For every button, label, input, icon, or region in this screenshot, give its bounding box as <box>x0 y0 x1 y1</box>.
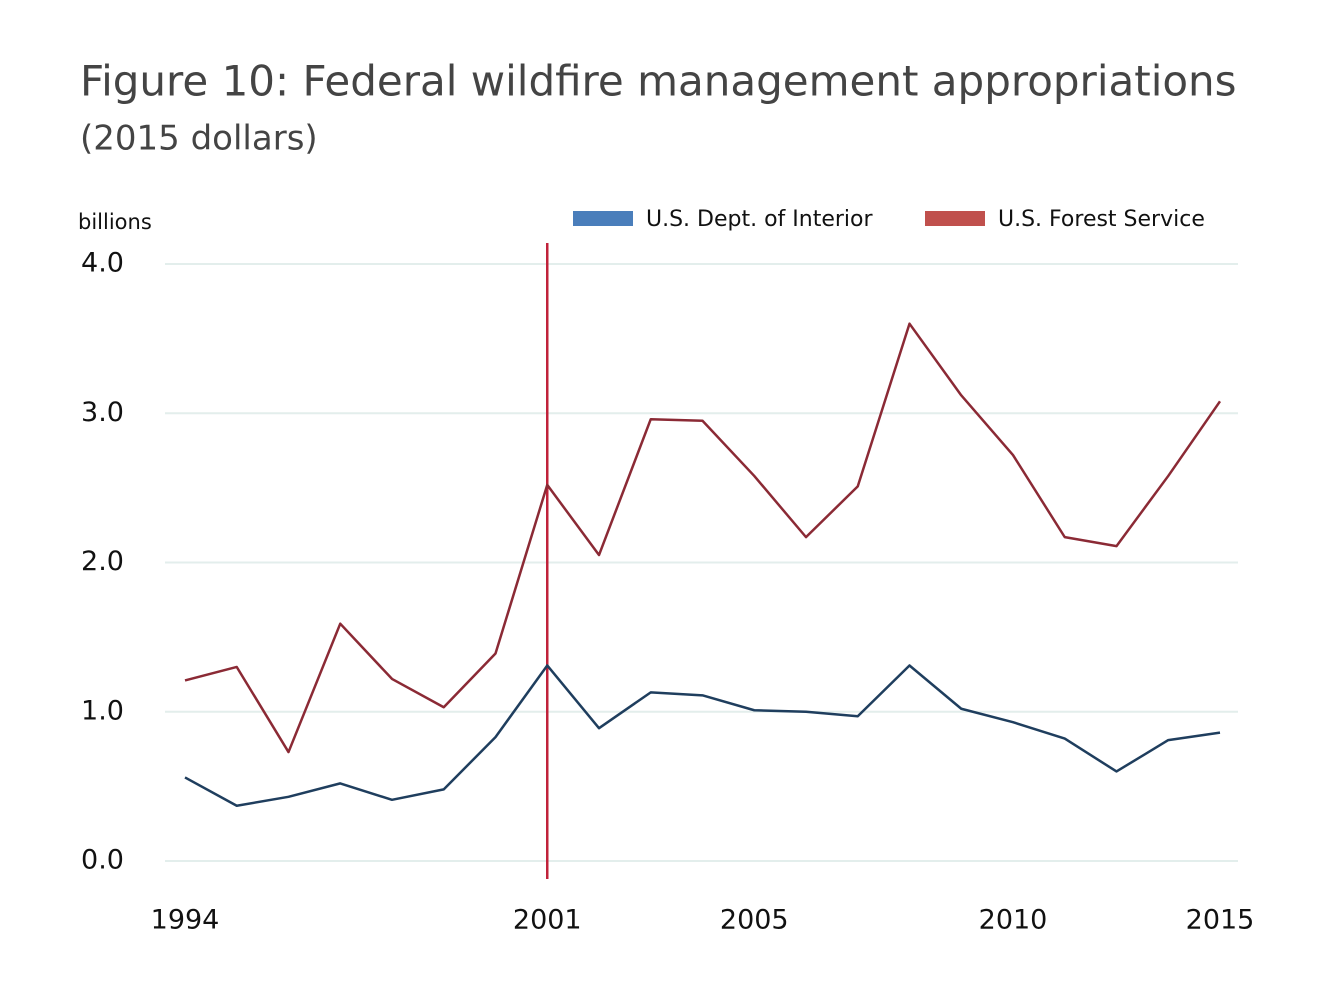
y-tick-label: 2.0 <box>81 546 124 577</box>
legend-swatch <box>573 211 633 226</box>
y-axis-label: billions <box>78 210 152 234</box>
series-line <box>184 664 1221 808</box>
x-tick-label: 2010 <box>979 905 1048 936</box>
x-tick-label: 2001 <box>513 905 582 936</box>
legend-label: U.S. Dept. of Interior <box>646 207 874 232</box>
series-line <box>184 322 1222 754</box>
y-tick-label: 4.0 <box>81 248 124 279</box>
y-tick-label: 0.0 <box>81 845 124 876</box>
legend-swatch <box>925 211 985 226</box>
legend-label: U.S. Forest Service <box>998 207 1205 232</box>
chart-title: Figure 10: Federal wildfire management a… <box>80 57 1237 106</box>
y-tick-label: 3.0 <box>81 397 124 428</box>
chart-subtitle: (2015 dollars) <box>80 119 318 159</box>
y-tick-label: 1.0 <box>81 695 124 726</box>
x-tick-label: 1994 <box>151 905 220 936</box>
x-tick-label: 2005 <box>720 905 789 936</box>
x-tick-label: 2015 <box>1186 905 1255 936</box>
